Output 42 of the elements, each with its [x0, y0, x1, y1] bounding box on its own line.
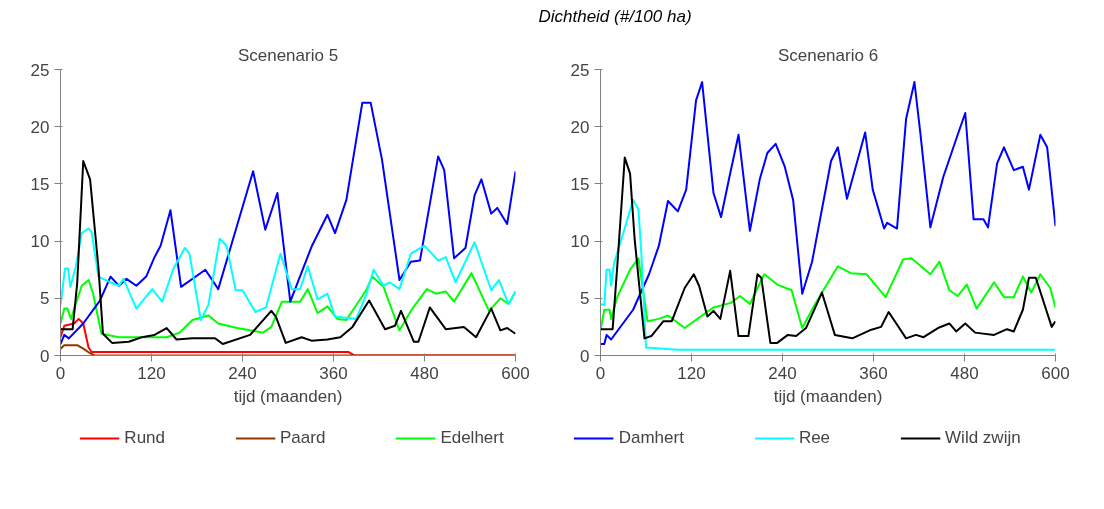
x-tick-label: 360 [319, 363, 348, 383]
legend-label: Edelhert [440, 428, 504, 448]
chart-title: Scenenario 6 [777, 45, 879, 65]
y-tick-label: 10 [570, 232, 590, 252]
x-axis-title: tijd (maanden) [773, 386, 883, 406]
x-tick-label: 600 [1041, 363, 1070, 383]
y-tick-label: 0 [40, 346, 50, 366]
legend-label: Damhert [618, 428, 684, 448]
y-tick-label: 15 [570, 174, 590, 194]
y-tick-label: 5 [580, 289, 590, 309]
x-tick-label: 600 [501, 363, 530, 383]
x-tick-label: 120 [137, 363, 166, 383]
line-series [60, 227, 516, 322]
y-tick-label: 10 [30, 232, 50, 252]
legend-label: Wild zwijn [945, 428, 1021, 448]
x-tick-label: 0 [595, 363, 606, 383]
y-tick-label: 0 [580, 346, 590, 366]
x-tick-label: 480 [410, 363, 439, 383]
line-series [60, 160, 516, 346]
x-tick-label: 240 [228, 363, 257, 383]
x-tick-label: 120 [677, 363, 706, 383]
y-tick-label: 20 [30, 117, 50, 137]
x-axis-title: tijd (maanden) [233, 386, 343, 406]
line-series [600, 81, 1056, 346]
y-tick-label: 20 [570, 117, 590, 137]
line-series [600, 257, 1056, 332]
x-tick-label: 360 [859, 363, 888, 383]
y-tick-label: 5 [40, 289, 50, 309]
chart-title: Scenenario 5 [237, 45, 339, 65]
y-tick-label: 25 [30, 60, 50, 80]
legend-label: Ree [798, 428, 831, 448]
y-tick-label: 25 [570, 60, 590, 80]
line-series [600, 156, 1056, 344]
line-series [600, 198, 1056, 351]
legend-label: Rund [124, 428, 165, 448]
x-tick-label: 0 [55, 363, 66, 383]
x-tick-label: 480 [950, 363, 979, 383]
y-tick-label: 15 [30, 174, 50, 194]
line-series [60, 101, 516, 346]
text: Dichtheid (#/100 ha) [538, 6, 692, 28]
x-tick-label: 240 [768, 363, 797, 383]
legend-label: Paard [280, 428, 326, 448]
